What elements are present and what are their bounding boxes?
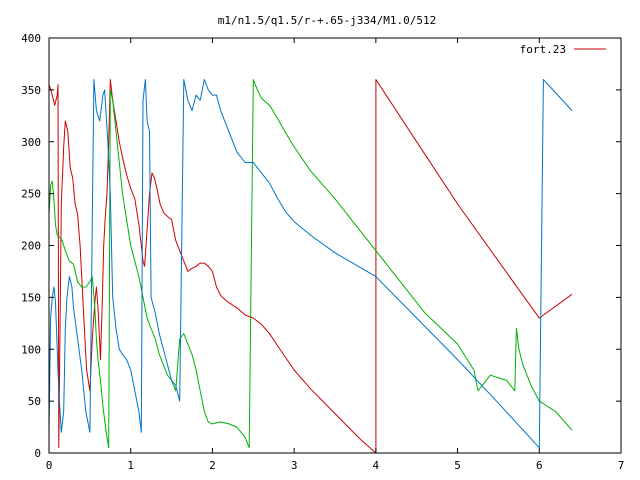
y-tick-label: 250	[21, 188, 41, 201]
y-tick-label: 350	[21, 84, 41, 97]
y-tick-label: 150	[21, 291, 41, 304]
x-tick-label: 3	[291, 459, 298, 472]
y-tick-label: 200	[21, 240, 41, 253]
legend-label: fort.23	[520, 43, 566, 56]
y-tick-label: 100	[21, 343, 41, 356]
series-line-3	[48, 79, 573, 449]
chart-title: m1/n1.5/q1.5/r-+.65-j334/M1.0/512	[218, 14, 437, 27]
series-layer	[48, 79, 573, 454]
legend: fort.23	[520, 43, 606, 56]
axis-layer: 0 1 2 3 4 5 6 7 0 50 100 150 200 250 300 350 400	[21, 32, 624, 472]
x-tick-label: 0	[46, 459, 53, 472]
x-tick-label: 1	[127, 459, 134, 472]
y-tick-label: 400	[21, 32, 41, 45]
y-tick-label: 50	[28, 395, 41, 408]
series-line-2	[48, 79, 573, 449]
y-tick-label: 0	[34, 447, 41, 460]
x-tick-label: 5	[454, 459, 461, 472]
x-tick-label: 6	[536, 459, 543, 472]
series-line-1	[48, 79, 573, 454]
x-tick-label: 2	[209, 459, 216, 472]
y-tick-label: 300	[21, 136, 41, 149]
x-tick-label: 4	[373, 459, 380, 472]
x-tick-label: 7	[618, 459, 625, 472]
